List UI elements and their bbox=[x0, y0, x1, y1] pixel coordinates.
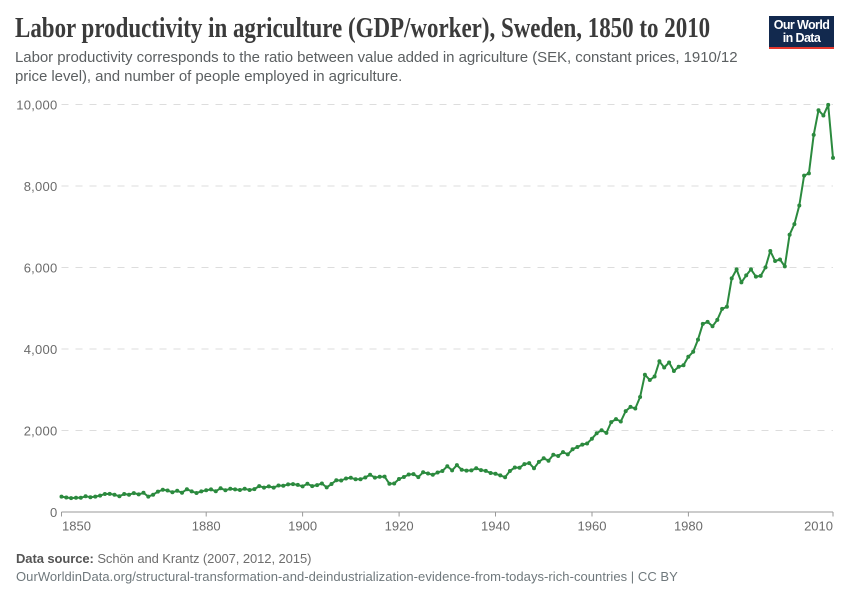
svg-text:0: 0 bbox=[50, 505, 57, 520]
svg-text:1920: 1920 bbox=[385, 519, 414, 534]
svg-text:1900: 1900 bbox=[288, 519, 317, 534]
svg-text:2,000: 2,000 bbox=[24, 424, 58, 439]
svg-text:1880: 1880 bbox=[192, 519, 221, 534]
svg-text:1960: 1960 bbox=[578, 519, 607, 534]
svg-text:4,000: 4,000 bbox=[24, 342, 58, 357]
svg-text:10,000: 10,000 bbox=[16, 98, 57, 113]
svg-text:6,000: 6,000 bbox=[24, 261, 58, 276]
svg-text:1940: 1940 bbox=[481, 519, 510, 534]
svg-text:8,000: 8,000 bbox=[24, 179, 58, 194]
svg-text:1850: 1850 bbox=[62, 519, 91, 534]
svg-text:1980: 1980 bbox=[674, 519, 703, 534]
svg-text:2010: 2010 bbox=[804, 519, 833, 534]
